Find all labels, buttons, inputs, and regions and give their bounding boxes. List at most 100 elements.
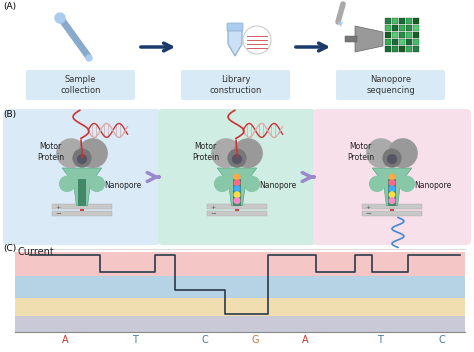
Text: (C): (C) xyxy=(3,244,16,253)
Bar xyxy=(15,298,465,316)
Bar xyxy=(52,210,112,215)
Text: +: + xyxy=(365,205,371,210)
Bar xyxy=(78,179,86,206)
Bar xyxy=(413,38,419,45)
Text: (A): (A) xyxy=(3,2,16,11)
Bar xyxy=(399,45,405,52)
Circle shape xyxy=(399,176,414,191)
FancyBboxPatch shape xyxy=(3,109,161,245)
Bar xyxy=(236,209,238,211)
Circle shape xyxy=(234,186,240,191)
Bar xyxy=(15,316,465,332)
FancyBboxPatch shape xyxy=(313,109,471,245)
Bar xyxy=(388,179,396,206)
Text: Current: Current xyxy=(18,247,55,257)
Bar xyxy=(385,45,392,52)
Text: Nanopore: Nanopore xyxy=(259,181,296,190)
Bar xyxy=(207,210,267,215)
Text: G: G xyxy=(251,335,259,345)
Text: −: − xyxy=(210,211,216,217)
Circle shape xyxy=(389,198,395,203)
Bar xyxy=(392,38,399,45)
Text: +: + xyxy=(210,205,216,210)
Circle shape xyxy=(383,149,401,167)
Text: Motor
Protein: Motor Protein xyxy=(347,142,374,162)
Bar xyxy=(392,31,399,38)
FancyBboxPatch shape xyxy=(181,70,290,100)
Bar xyxy=(362,204,422,209)
Bar xyxy=(406,31,412,38)
FancyBboxPatch shape xyxy=(227,23,243,31)
Circle shape xyxy=(55,13,65,23)
Bar xyxy=(413,31,419,38)
Circle shape xyxy=(73,149,91,167)
Bar xyxy=(15,276,465,298)
Bar xyxy=(385,25,392,31)
Text: A: A xyxy=(62,335,68,345)
Circle shape xyxy=(389,139,417,168)
Circle shape xyxy=(60,176,75,191)
Bar xyxy=(345,36,357,42)
Bar xyxy=(207,204,267,209)
Circle shape xyxy=(215,176,230,191)
Circle shape xyxy=(79,139,107,168)
Circle shape xyxy=(233,155,241,163)
Circle shape xyxy=(234,180,240,186)
Circle shape xyxy=(234,192,240,197)
Polygon shape xyxy=(372,168,412,206)
Bar xyxy=(15,252,465,276)
Text: +: + xyxy=(55,205,61,210)
Bar xyxy=(392,18,399,24)
Bar xyxy=(392,25,399,31)
Bar xyxy=(391,209,393,211)
Text: T: T xyxy=(377,335,383,345)
Bar xyxy=(413,25,419,31)
Circle shape xyxy=(89,176,104,191)
Text: Nanopore: Nanopore xyxy=(414,181,451,190)
Text: Motor
Protein: Motor Protein xyxy=(37,142,64,162)
Text: Library
construction: Library construction xyxy=(210,75,262,95)
Polygon shape xyxy=(217,168,257,206)
Circle shape xyxy=(389,180,395,186)
Bar xyxy=(385,18,392,24)
Circle shape xyxy=(243,26,271,54)
Text: T: T xyxy=(132,335,138,345)
Polygon shape xyxy=(355,26,383,52)
Text: (B): (B) xyxy=(3,110,16,119)
Circle shape xyxy=(389,192,395,197)
Text: Motor
Protein: Motor Protein xyxy=(192,142,219,162)
Text: C: C xyxy=(201,335,209,345)
Circle shape xyxy=(370,176,385,191)
Circle shape xyxy=(389,174,395,180)
Bar xyxy=(399,31,405,38)
Bar xyxy=(362,210,422,215)
Bar xyxy=(413,18,419,24)
Bar xyxy=(385,31,392,38)
Bar xyxy=(399,18,405,24)
Bar xyxy=(399,25,405,31)
Bar xyxy=(81,209,83,211)
Bar xyxy=(392,45,399,52)
Bar xyxy=(406,25,412,31)
Text: Sample
collection: Sample collection xyxy=(60,75,101,95)
Circle shape xyxy=(388,155,396,163)
Text: −: − xyxy=(365,211,371,217)
Text: Nanopore
sequencing: Nanopore sequencing xyxy=(366,75,415,95)
Polygon shape xyxy=(228,26,242,56)
Bar xyxy=(385,38,392,45)
Circle shape xyxy=(86,55,92,61)
Bar xyxy=(406,18,412,24)
Bar xyxy=(233,179,241,206)
FancyBboxPatch shape xyxy=(158,109,316,245)
FancyBboxPatch shape xyxy=(336,70,445,100)
Circle shape xyxy=(234,174,240,180)
Text: A: A xyxy=(301,335,308,345)
Circle shape xyxy=(367,139,395,168)
Circle shape xyxy=(234,139,262,168)
Circle shape xyxy=(234,198,240,203)
Circle shape xyxy=(228,149,246,167)
Circle shape xyxy=(389,186,395,191)
Text: −: − xyxy=(55,211,61,217)
Text: Nanopore: Nanopore xyxy=(104,181,141,190)
Polygon shape xyxy=(62,168,102,206)
